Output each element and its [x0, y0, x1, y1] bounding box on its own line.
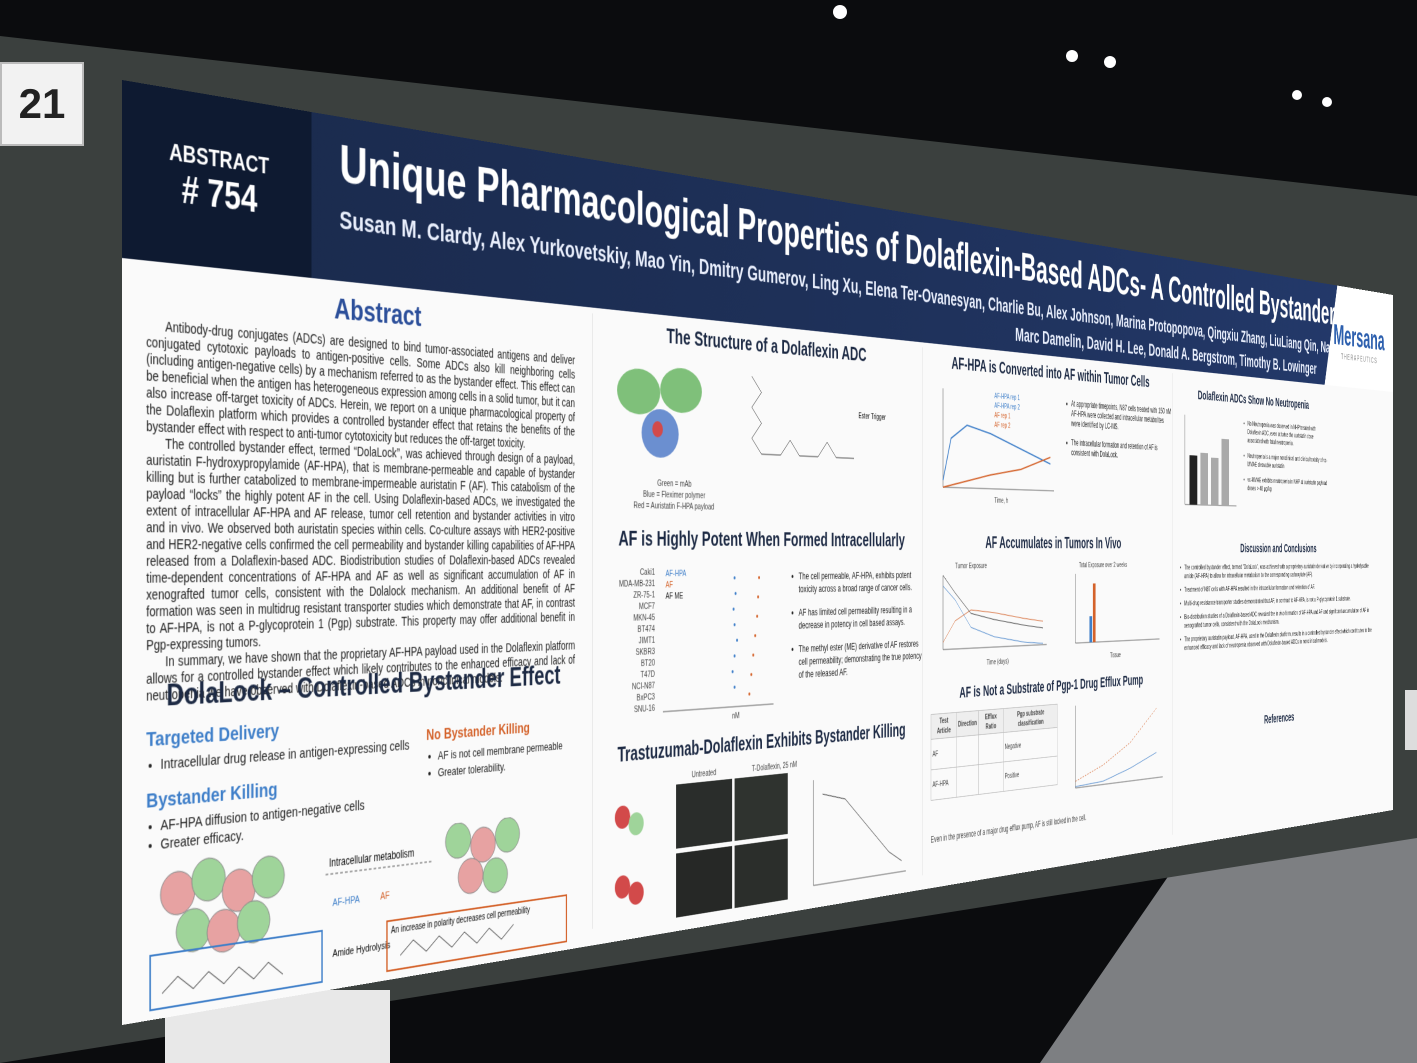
bullet: The controlled bystander effect, termed …: [1184, 562, 1376, 581]
diagram-label: AF-HPA: [333, 894, 360, 909]
ceiling-light: [1104, 56, 1116, 68]
cell-icons: [614, 804, 644, 906]
section-heading: References: [1264, 710, 1295, 727]
side-sign: [1405, 690, 1417, 750]
bullet: The cell permeable, AF-HPA, exhibits pot…: [799, 569, 922, 596]
figure-legend: Green = mAb Blue = Fleximer polymer Red …: [633, 477, 714, 513]
ceiling-light: [1292, 90, 1302, 100]
bullet: AF has limited cell permeability resulti…: [799, 603, 922, 632]
bullet-list: No Neutropenia was observed in NHP treat…: [1242, 419, 1327, 495]
antibody: [617, 366, 661, 416]
axis-label: Tissue: [1110, 651, 1121, 660]
ceiling-light: [1322, 97, 1332, 107]
bullet: Treatment of N87 cells with AF-HPA resul…: [1184, 582, 1376, 594]
ceiling-light: [1066, 50, 1078, 62]
bullet: vc-MMAE exhibits neutropenia in NHP at a…: [1247, 476, 1327, 496]
abstract-box: ABSTRACT # 754: [122, 80, 312, 278]
cell: [956, 764, 979, 798]
cell-line: MDA-MB-231: [618, 578, 655, 590]
board-number: 21: [0, 62, 84, 146]
table: Test Article Direction Efflux Ratio Pgp sub…: [930, 704, 1058, 801]
micrograph: [734, 773, 788, 841]
footnote: Even in the presence of a major drug eff…: [930, 812, 1087, 845]
axis-label: Time (days): [986, 657, 1009, 667]
cell: [978, 732, 1004, 765]
section-heading: AF is Highly Potent When Formed Intracel…: [618, 525, 905, 551]
diagram-label: Intracellular metabolism: [329, 848, 414, 870]
efflux-plot: [1068, 695, 1166, 802]
plot-title: Tumor Exposure: [955, 561, 987, 571]
bullet-list: At appropriate timepoints, N87 cells tre…: [1065, 398, 1172, 462]
column-header: Test Article: [930, 712, 957, 740]
structure-figure: Ester Trigger: [617, 366, 886, 483]
diagram-label: AF: [380, 890, 389, 902]
legend-entry: AF rep 2: [994, 420, 1011, 431]
paragraph: The controlled bystander effect, termed …: [146, 436, 576, 655]
cell-line-list: Caki1 MDA-MB-231 ZR-75-1 MCF7 MKN-45 BT474 JIM…: [606, 567, 655, 718]
legend-line: Red = Auristatin F-HPA payload: [633, 500, 715, 512]
axis-label: nM: [732, 711, 740, 721]
abstract-text: Antibody-drug conjugates (ADCs) are desi…: [146, 318, 575, 706]
column-divider: [592, 313, 593, 929]
bullet: The methyl ester (ME) derivative of AF r…: [799, 637, 922, 681]
bullet-list: The controlled bystander effect, termed …: [1179, 562, 1376, 658]
cell: AF: [930, 736, 957, 770]
bullet: Multi-drug resistance transporter studie…: [1184, 594, 1376, 608]
column-label: Untreated: [691, 767, 717, 780]
bullet-list: The cell permeable, AF-HPA, exhibits pot…: [790, 569, 922, 682]
legend: AF-HPA rep 1 AF-HPA rep 2 AF rep 1 AF rep 2: [994, 391, 1019, 431]
axis-label: Time, h: [994, 496, 1009, 506]
column-label: T-Dolaflexin, 25 nM: [751, 759, 798, 774]
bullet: The proprietary auristatin payload, AF-H…: [1184, 626, 1376, 653]
cell: AF-HPA: [930, 767, 957, 801]
section-heading: AF Accumulates in Tumors In Vivo: [985, 533, 1122, 552]
plot-title: Total Exposure over 2 weeks: [1078, 561, 1128, 570]
dose-response: [809, 762, 910, 893]
micrograph: [676, 845, 733, 918]
dots: [731, 576, 739, 689]
bullet: Neutropenia is a major nonclinical and c…: [1247, 452, 1327, 473]
cell: [978, 761, 1004, 795]
column-header: Direction: [956, 710, 979, 737]
diagram-label: An increase in polarity decreases cell p…: [391, 905, 530, 935]
micrograph: [734, 838, 788, 909]
exposure-plots: [931, 570, 1166, 672]
section-heading: Discussion and Conclusions: [1240, 542, 1317, 556]
molecule: [162, 960, 283, 993]
bullet-list: AF is not cell membrane permeable Greate…: [426, 737, 563, 782]
molecule: [752, 376, 854, 458]
neutrophil-chart: [1179, 411, 1240, 524]
axis: [663, 704, 774, 712]
potency-plot: [658, 576, 779, 724]
antibody: [660, 366, 702, 415]
diagram-label: Amide Hydrolysis: [333, 940, 391, 960]
figure-label: Ester Trigger: [858, 412, 886, 423]
cell: [956, 734, 979, 768]
cell: Positive: [1003, 756, 1058, 792]
section-heading: Trastuzumab-Dolaflexin Exhibits Bystande…: [617, 719, 906, 767]
section-heading: Dolaflexin ADCs Show No Neutropenia: [1197, 388, 1309, 412]
poster: ABSTRACT # 754 Unique Pharmacological Pr…: [122, 80, 1393, 1025]
bullet: No Neutropenia was observed in NHP treat…: [1247, 420, 1327, 450]
column-header: Efflux Ratio: [978, 708, 1004, 735]
cell-line: SNU-16: [633, 703, 655, 715]
cell-line: Caki1: [639, 567, 655, 578]
micrograph: [676, 778, 733, 849]
bullet: At appropriate timepoints, N87 cells tre…: [1071, 399, 1172, 435]
ceiling-light: [833, 5, 847, 19]
dolalock-diagram: Intracellular metabolism AF-HPA AF Amide…: [146, 810, 578, 1016]
dots: [748, 576, 761, 696]
bullet: The intracellular formation and retentio…: [1071, 438, 1172, 463]
